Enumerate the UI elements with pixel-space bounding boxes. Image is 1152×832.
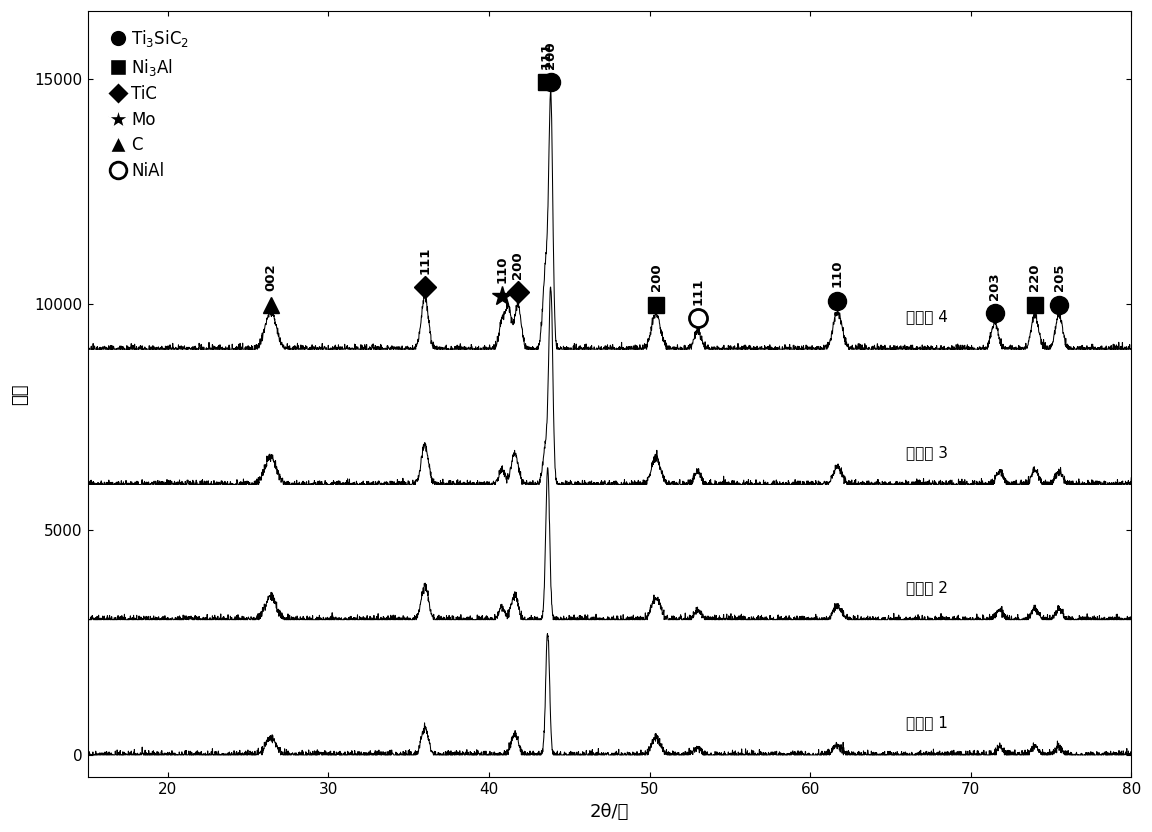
Text: 实施例 1: 实施例 1: [907, 716, 948, 730]
Text: 实施例 4: 实施例 4: [907, 310, 948, 324]
Text: 220: 220: [1029, 264, 1041, 291]
Text: 200: 200: [650, 264, 662, 291]
Text: 200: 200: [511, 251, 524, 279]
Text: 110: 110: [831, 260, 844, 287]
Text: 002: 002: [264, 264, 278, 291]
Text: 205: 205: [1053, 264, 1066, 291]
Text: 实施例 2: 实施例 2: [907, 580, 948, 595]
X-axis label: 2θ/度: 2θ/度: [590, 803, 629, 821]
Text: 111: 111: [418, 246, 431, 274]
Text: 111: 111: [691, 277, 704, 305]
Text: 200: 200: [545, 42, 558, 69]
Text: 203: 203: [988, 272, 1001, 300]
Y-axis label: 强度: 强度: [12, 384, 29, 405]
Text: 实施例 3: 实施例 3: [907, 444, 948, 459]
Text: 111: 111: [539, 42, 553, 69]
Text: 110: 110: [495, 255, 508, 283]
Legend: Ti$_3$SiC$_2$, Ni$_3$Al, TiC, Mo, C, NiAl: Ti$_3$SiC$_2$, Ni$_3$Al, TiC, Mo, C, NiA…: [106, 23, 195, 185]
